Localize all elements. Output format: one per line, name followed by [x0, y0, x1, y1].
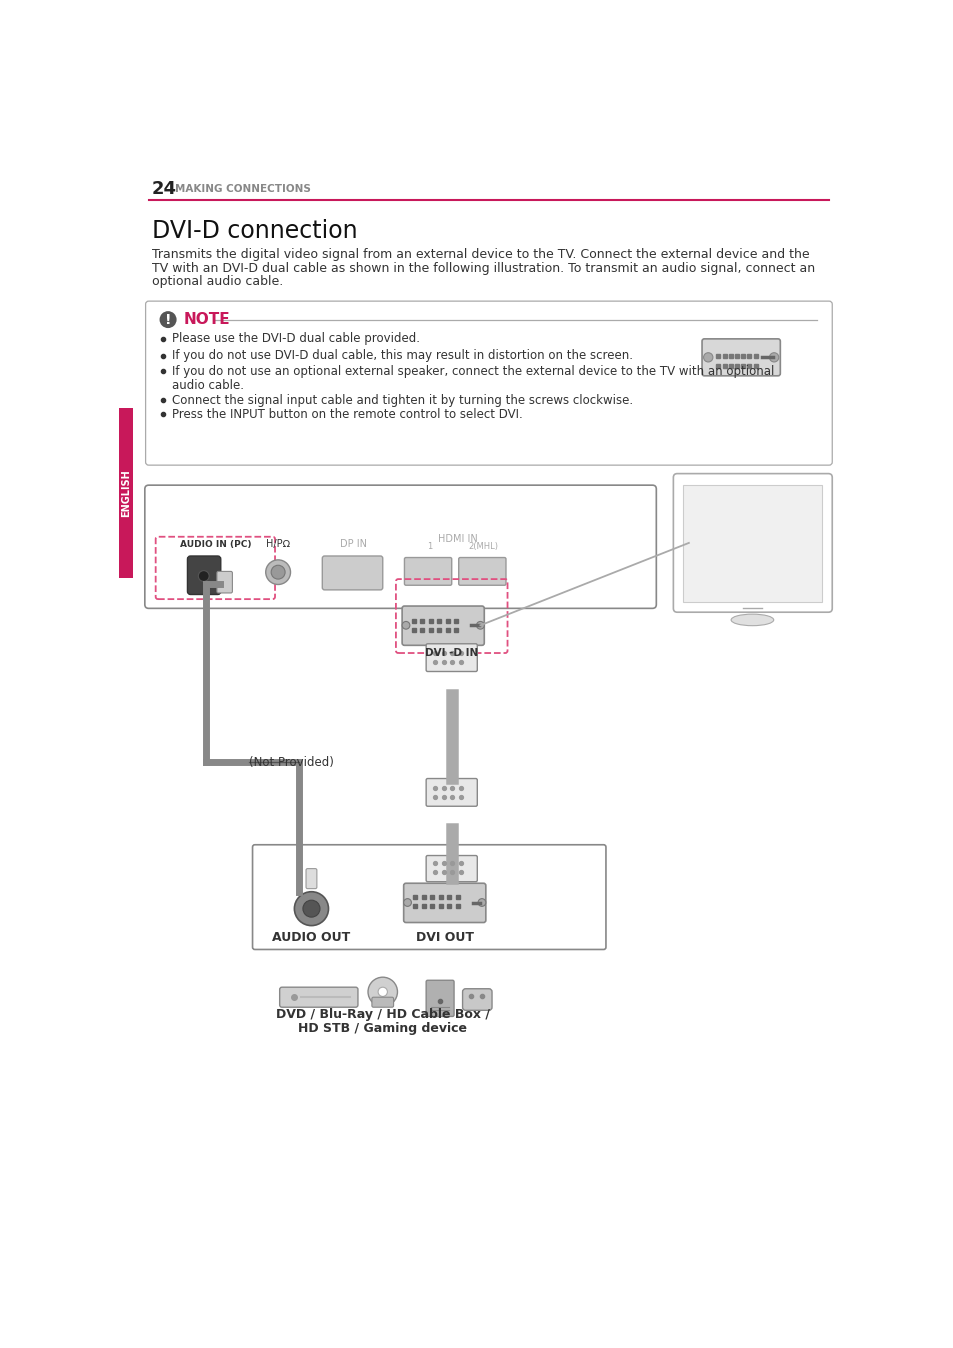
Text: 2(MHL): 2(MHL)	[468, 542, 498, 551]
FancyBboxPatch shape	[306, 868, 316, 888]
Ellipse shape	[730, 615, 773, 625]
FancyBboxPatch shape	[253, 845, 605, 949]
FancyBboxPatch shape	[119, 408, 133, 577]
FancyBboxPatch shape	[216, 572, 233, 593]
Circle shape	[303, 900, 319, 917]
Text: H/PΩ: H/PΩ	[266, 539, 290, 550]
Text: optional audio cable.: optional audio cable.	[152, 275, 283, 288]
Text: MAKING CONNECTIONS: MAKING CONNECTIONS	[174, 183, 311, 194]
Text: Connect the signal input cable and tighten it by turning the screws clockwise.: Connect the signal input cable and tight…	[172, 394, 633, 407]
FancyBboxPatch shape	[402, 607, 484, 646]
FancyBboxPatch shape	[426, 779, 476, 806]
FancyBboxPatch shape	[682, 485, 821, 603]
Text: DVI OUT: DVI OUT	[416, 931, 474, 945]
Text: audio cable.: audio cable.	[172, 379, 244, 391]
Text: DVI-D connection: DVI-D connection	[152, 220, 357, 243]
Text: (Not Provided): (Not Provided)	[249, 756, 334, 768]
Text: HDMI IN: HDMI IN	[437, 534, 477, 545]
FancyBboxPatch shape	[145, 485, 656, 608]
FancyBboxPatch shape	[404, 558, 452, 585]
Text: ENGLISH: ENGLISH	[121, 469, 132, 516]
Text: AUDIO OUT: AUDIO OUT	[272, 931, 350, 945]
Text: AUDIO IN (PC): AUDIO IN (PC)	[179, 541, 251, 549]
Circle shape	[769, 353, 778, 363]
Text: 24: 24	[152, 179, 176, 198]
Text: 1: 1	[426, 542, 432, 551]
Text: Transmits the digital video signal from an external device to the TV. Connect th: Transmits the digital video signal from …	[152, 248, 808, 260]
FancyBboxPatch shape	[426, 980, 454, 1016]
Circle shape	[266, 559, 291, 585]
Text: Please use the DVI-D dual cable provided.: Please use the DVI-D dual cable provided…	[172, 333, 419, 345]
FancyBboxPatch shape	[372, 998, 394, 1007]
Circle shape	[403, 899, 411, 906]
Circle shape	[703, 353, 712, 363]
FancyBboxPatch shape	[701, 338, 780, 376]
Text: If you do not use an optional external speaker, connect the external device to t: If you do not use an optional external s…	[172, 365, 774, 377]
Circle shape	[159, 311, 176, 328]
Text: DVI -D IN: DVI -D IN	[425, 648, 477, 658]
FancyBboxPatch shape	[673, 473, 831, 612]
Circle shape	[198, 570, 209, 581]
Circle shape	[294, 892, 328, 926]
FancyBboxPatch shape	[146, 301, 831, 465]
FancyBboxPatch shape	[279, 987, 357, 1007]
FancyBboxPatch shape	[187, 555, 220, 594]
Ellipse shape	[377, 987, 387, 996]
FancyBboxPatch shape	[462, 988, 492, 1010]
Text: DVD / Blu-Ray / HD Cable Box /: DVD / Blu-Ray / HD Cable Box /	[275, 1008, 489, 1022]
Ellipse shape	[368, 977, 397, 1007]
Circle shape	[271, 565, 285, 580]
FancyBboxPatch shape	[458, 558, 505, 585]
FancyBboxPatch shape	[403, 883, 485, 922]
Text: !: !	[165, 313, 172, 326]
Circle shape	[402, 621, 410, 630]
Text: NOTE: NOTE	[183, 313, 230, 328]
FancyBboxPatch shape	[426, 856, 476, 882]
FancyBboxPatch shape	[322, 555, 382, 590]
Text: If you do not use DVI-D dual cable, this may result in distortion on the screen.: If you do not use DVI-D dual cable, this…	[172, 349, 632, 363]
FancyBboxPatch shape	[426, 644, 476, 671]
Text: TV with an DVI-D dual cable as shown in the following illustration. To transmit : TV with an DVI-D dual cable as shown in …	[152, 262, 814, 275]
Text: DP IN: DP IN	[339, 539, 366, 550]
Text: Press the INPUT button on the remote control to select DVI.: Press the INPUT button on the remote con…	[172, 408, 522, 421]
Text: HD STB / Gaming device: HD STB / Gaming device	[298, 1022, 467, 1034]
Circle shape	[477, 899, 485, 906]
Circle shape	[476, 621, 484, 630]
